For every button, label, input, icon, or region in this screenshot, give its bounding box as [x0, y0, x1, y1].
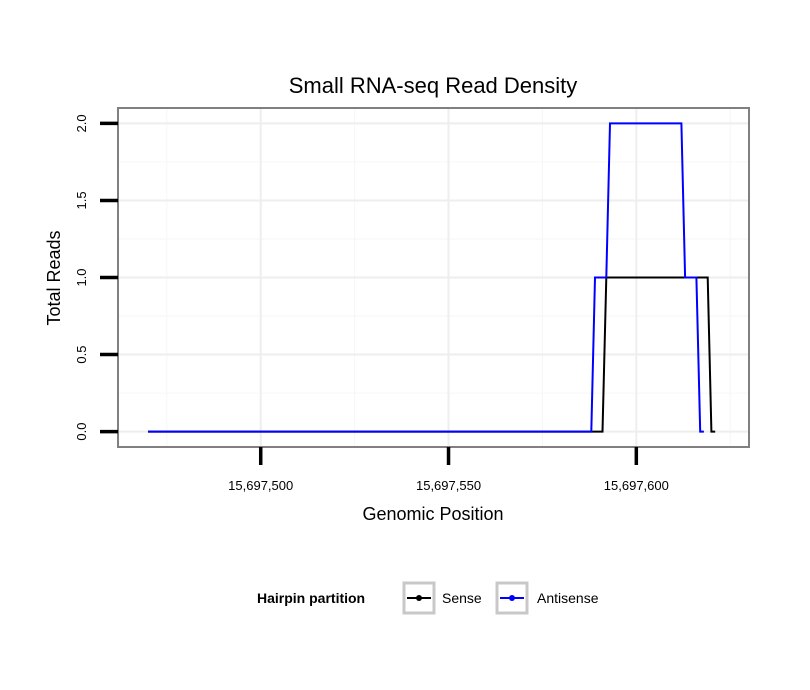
- legend-title: Hairpin partition: [257, 590, 365, 606]
- series-line-antisense: [148, 122, 704, 433]
- legend-point-sense: [416, 595, 422, 601]
- y-tick-label: 0.5: [74, 346, 89, 364]
- x-tick-label: 15,697,600: [604, 478, 669, 493]
- legend-label-antisense: Antisense: [537, 590, 599, 606]
- legend-item-sense: Sense: [402, 581, 482, 615]
- series-layer: [148, 122, 716, 433]
- legend-label-sense: Sense: [442, 590, 482, 606]
- chart-title: Small RNA-seq Read Density: [289, 73, 578, 98]
- y-tick-label: 0.0: [74, 423, 89, 441]
- x-tick-label: 15,697,500: [228, 478, 293, 493]
- x-tick-label: 15,697,550: [416, 478, 481, 493]
- y-axis: 0.0 0.5 1.0 1.5 2.0: [74, 114, 118, 441]
- y-tick-label: 1.5: [74, 191, 89, 209]
- y-axis-title: Total Reads: [44, 230, 64, 325]
- legend-point-antisense: [509, 595, 515, 601]
- x-axis: 15,697,500 15,697,550 15,697,600: [228, 447, 669, 493]
- legend-item-antisense: Antisense: [495, 581, 599, 615]
- y-tick-label: 2.0: [74, 114, 89, 132]
- legend: Hairpin partition Sense Antisense: [257, 581, 599, 615]
- x-axis-title: Genomic Position: [362, 504, 503, 524]
- y-tick-label: 1.0: [74, 268, 89, 286]
